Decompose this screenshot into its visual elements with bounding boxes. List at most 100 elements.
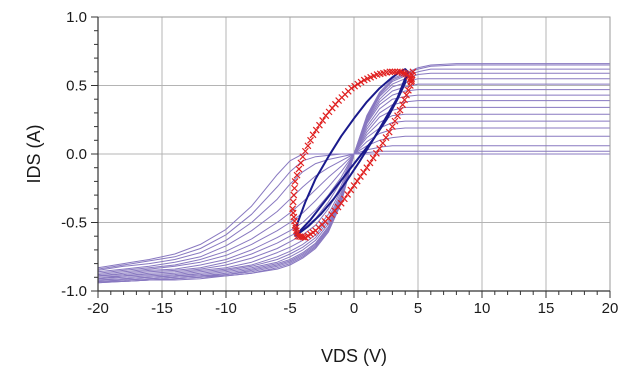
simulated-point-stroke (379, 139, 387, 147)
iv-curve (97, 113, 610, 277)
simulated-point-stroke (406, 82, 414, 89)
iv-curve (97, 72, 610, 282)
simulated-point (299, 153, 307, 161)
y-tick-label: 0.5 (66, 78, 87, 95)
iv-curve (97, 135, 610, 274)
simulated-point-stroke (291, 184, 298, 192)
x-tick-label: 0 (350, 300, 358, 317)
y-tick-label: -0.5 (61, 215, 87, 232)
simulated-point (291, 177, 299, 185)
simulated-point (340, 195, 348, 203)
simulated-point (391, 68, 399, 76)
iv-curve (97, 94, 610, 280)
measured-loop-outer (294, 68, 409, 237)
simulated-point (385, 128, 393, 136)
simulated-point-stroke (316, 121, 323, 129)
simulated-point-stroke (396, 68, 404, 76)
y-tick-label: 0.0 (66, 146, 87, 163)
simulated-point-stroke (319, 117, 327, 124)
x-tick-label: -15 (151, 300, 173, 317)
simulated-point (404, 86, 412, 94)
x-tick-label: 15 (538, 300, 555, 317)
simulated-point-stroke (398, 69, 406, 76)
simulated-point (295, 165, 303, 173)
simulated-point (396, 106, 404, 114)
simulated-point (372, 149, 380, 157)
iv-curve (97, 100, 610, 280)
iv-curve (97, 153, 610, 270)
simulated-point-stroke (292, 224, 300, 232)
simulated-point (309, 131, 317, 139)
simulated-point-stroke (401, 96, 408, 104)
simulated-point-stroke (309, 131, 317, 139)
simulated-point (289, 198, 297, 206)
simulated-point-stroke (408, 77, 416, 85)
iv-curve (97, 64, 610, 284)
simulated-point (289, 205, 296, 213)
simulated-point-stroke (289, 205, 296, 213)
simulated-point-stroke (340, 195, 348, 203)
simulated-point (398, 69, 406, 76)
simulated-point-stroke (360, 168, 368, 176)
simulated-point (399, 101, 407, 109)
simulated-point-stroke (350, 182, 358, 189)
simulated-point (344, 190, 352, 198)
simulated-point-stroke (391, 68, 399, 76)
x-tick-label: -20 (87, 300, 109, 317)
iv-curve (97, 150, 610, 271)
simulated-point-stroke (304, 142, 312, 150)
simulated-point-stroke (388, 123, 396, 131)
simulated-point-stroke (295, 165, 303, 173)
simulated-point (316, 121, 323, 129)
simulated-point (406, 82, 414, 89)
simulated-point-stroke (290, 191, 298, 199)
simulated-point-stroke (297, 159, 305, 167)
iv-curve (97, 63, 610, 284)
y-tick-label: -1.0 (61, 283, 87, 300)
simulated-point (350, 182, 358, 189)
simulated-point (297, 159, 305, 167)
simulated-point (351, 82, 359, 90)
simulated-point (290, 191, 298, 199)
x-tick-label: 20 (602, 300, 619, 317)
simulated-point (403, 91, 410, 99)
simulated-point-stroke (400, 69, 408, 77)
simulated-point (353, 177, 361, 185)
simulated-point-stroke (369, 154, 377, 162)
simulated-point (356, 173, 364, 181)
simulated-point (391, 117, 399, 125)
simulated-point-stroke (293, 171, 301, 179)
simulated-point (347, 186, 355, 194)
simulated-point-stroke (388, 68, 396, 76)
simulated-point (400, 69, 408, 77)
hysteresis-loop (289, 68, 417, 241)
simulated-point-stroke (289, 198, 297, 206)
simulated-point-stroke (312, 126, 320, 134)
simulated-point-stroke (301, 147, 309, 155)
iv-curve (97, 89, 610, 281)
x-tick-label: 10 (474, 300, 491, 317)
simulated-point (363, 164, 371, 172)
curve-family (97, 63, 610, 284)
simulated-point-stroke (372, 149, 380, 157)
simulated-point (369, 154, 377, 162)
simulated-point-stroke (347, 186, 355, 194)
simulated-point-stroke (344, 190, 352, 198)
simulated-point (366, 159, 374, 167)
simulated-point-stroke (354, 80, 362, 88)
simulated-point (301, 147, 309, 155)
simulated-point-stroke (351, 82, 359, 90)
simulated-point-stroke (353, 177, 361, 185)
simulated-point-stroke (404, 86, 412, 94)
simulated-point (304, 142, 312, 150)
simulated-point (396, 68, 404, 76)
simulated-point (408, 77, 416, 85)
simulated-point (388, 68, 396, 76)
simulated-point (307, 136, 314, 144)
simulated-point-stroke (382, 134, 390, 141)
simulated-point (354, 80, 362, 88)
simulated-point-stroke (391, 117, 399, 125)
simulated-point (394, 112, 401, 120)
